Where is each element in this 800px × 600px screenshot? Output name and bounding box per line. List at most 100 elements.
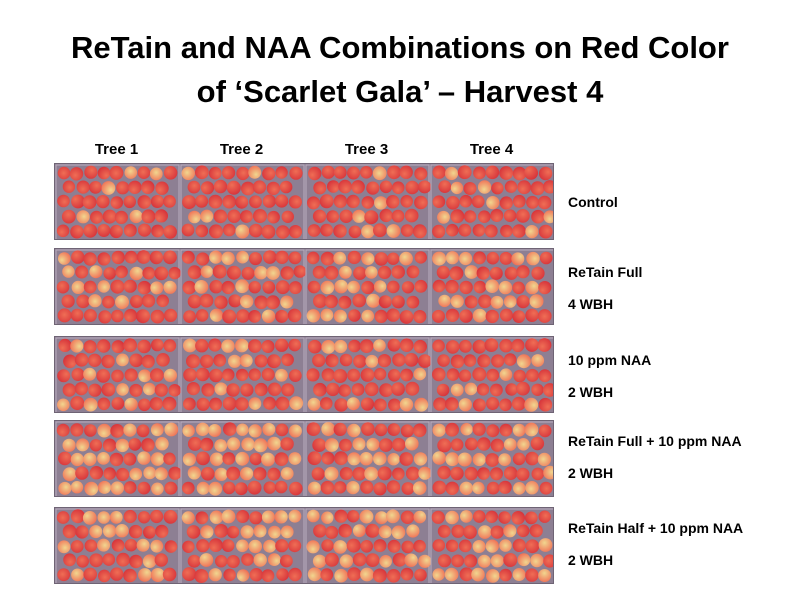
apple	[263, 539, 277, 553]
apple	[374, 309, 388, 323]
apple	[458, 223, 472, 237]
apple	[512, 423, 526, 437]
apple	[281, 210, 294, 223]
apple	[129, 353, 143, 368]
apple	[372, 166, 387, 181]
apple	[136, 538, 150, 552]
apple	[324, 294, 338, 308]
apple	[227, 437, 241, 451]
apple	[313, 181, 327, 195]
apple	[351, 180, 365, 194]
apple	[221, 280, 235, 295]
apple	[490, 383, 503, 397]
apple	[226, 525, 240, 539]
apple	[281, 353, 294, 367]
apple	[248, 310, 261, 323]
apple	[436, 265, 450, 279]
apple	[472, 398, 486, 412]
apple	[346, 397, 360, 411]
apple	[223, 223, 236, 237]
apple	[196, 481, 210, 495]
apple	[136, 309, 150, 324]
apple	[400, 368, 413, 382]
apple	[504, 180, 518, 193]
apple	[405, 180, 420, 195]
apple	[88, 294, 102, 308]
apple	[195, 511, 209, 525]
apple	[150, 568, 165, 582]
apple	[432, 251, 447, 266]
apple	[236, 510, 250, 523]
apple	[102, 553, 116, 566]
apple	[280, 266, 294, 280]
apple	[266, 295, 280, 310]
apple	[388, 398, 401, 412]
apple	[128, 438, 142, 451]
apple	[71, 568, 84, 582]
apple	[83, 309, 97, 322]
apple	[406, 524, 420, 538]
apple	[111, 250, 125, 265]
apple	[164, 308, 178, 322]
apple	[503, 295, 517, 308]
apple	[248, 281, 261, 294]
apple	[400, 510, 415, 524]
apple	[463, 210, 477, 223]
apple	[361, 280, 375, 295]
apple	[347, 368, 361, 382]
apple	[339, 554, 354, 568]
apple	[321, 422, 336, 437]
apple	[346, 194, 360, 208]
apple	[115, 438, 130, 453]
apple	[248, 368, 261, 381]
apple	[150, 539, 164, 553]
apple	[70, 308, 84, 322]
apple	[221, 509, 236, 524]
apple	[88, 383, 102, 397]
apple	[321, 451, 335, 465]
apple	[320, 280, 335, 295]
apple	[168, 384, 181, 397]
apple	[413, 539, 426, 553]
apple	[338, 384, 351, 397]
apple	[463, 354, 477, 367]
apple	[405, 436, 419, 451]
apple	[123, 568, 137, 583]
apple	[361, 196, 375, 209]
apple	[321, 368, 335, 382]
apple	[307, 280, 321, 294]
apple	[333, 369, 348, 383]
apple	[124, 397, 138, 411]
apple	[531, 209, 545, 224]
apple	[124, 538, 138, 552]
apple	[97, 511, 111, 524]
apple	[109, 452, 124, 467]
apple	[70, 423, 84, 437]
apple	[123, 423, 137, 437]
apple	[450, 466, 464, 481]
apple	[437, 465, 451, 480]
apple	[162, 567, 177, 582]
apple	[450, 294, 464, 308]
apple-tray-photo	[55, 508, 553, 583]
apple	[538, 397, 553, 412]
apple	[460, 423, 473, 436]
apple	[182, 540, 195, 553]
apple	[84, 165, 98, 179]
apple	[414, 397, 429, 412]
apple	[359, 339, 374, 353]
apple	[137, 511, 151, 524]
apple	[432, 279, 446, 293]
apple	[129, 383, 143, 397]
apple	[326, 382, 340, 397]
apple	[499, 251, 513, 265]
apple	[70, 509, 85, 524]
apple	[289, 481, 303, 496]
apple	[149, 397, 163, 411]
apple	[437, 554, 452, 568]
apple	[261, 368, 275, 381]
apple	[267, 436, 281, 451]
apple	[525, 539, 540, 554]
apple	[274, 480, 288, 494]
apple	[379, 438, 393, 452]
